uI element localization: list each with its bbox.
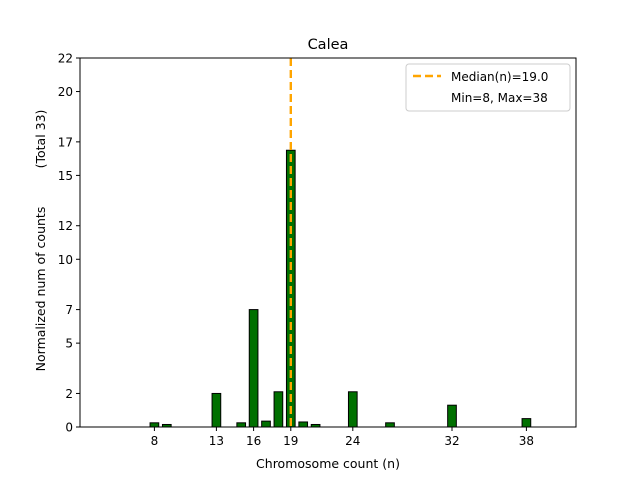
y-tick-label: 15 — [58, 169, 73, 183]
legend-box — [405, 63, 571, 112]
y-tick-label: 20 — [58, 85, 73, 99]
plot-frame — [79, 57, 577, 428]
legend-entry-min-max: Min=8, Max=38 — [451, 91, 548, 105]
bar — [261, 420, 271, 428]
x-tick-label: 16 — [246, 434, 261, 448]
chart-title: Calea — [308, 37, 349, 53]
y-axis-label: Normalized num of counts — [33, 207, 48, 372]
y-tick-label: 2 — [65, 387, 73, 401]
y-tick-label: 12 — [58, 219, 73, 233]
x-tick-label: 32 — [444, 434, 459, 448]
legend-entry-median: Median(n)=19.0 — [451, 70, 548, 84]
x-tick-label: 38 — [519, 434, 534, 448]
bar — [236, 422, 247, 428]
legend: Median(n)=19.0 Min=8, Max=38 — [405, 63, 571, 112]
bar — [347, 391, 358, 428]
x-axis-label: Chromosome count (n) — [256, 456, 400, 471]
y-tick-label: 7 — [65, 303, 73, 317]
y-tick-label: 0 — [65, 421, 73, 435]
y-axis-total-label: (Total 33) — [33, 110, 48, 169]
y-ticks: 0 2 5 7 10 12 15 17 20 22 — [58, 52, 80, 435]
bar — [273, 391, 284, 428]
x-tick-label: 13 — [209, 434, 224, 448]
bar — [248, 309, 259, 428]
bar — [149, 422, 160, 428]
bar — [211, 392, 222, 428]
y-tick-label: 17 — [58, 135, 73, 149]
bar — [385, 422, 395, 428]
bar — [447, 404, 457, 428]
x-ticks: 8 13 16 19 24 32 38 — [151, 427, 534, 448]
bar — [521, 418, 532, 428]
bar — [298, 421, 309, 428]
x-tick-label: 8 — [151, 434, 159, 448]
y-tick-label: 5 — [65, 337, 73, 351]
x-tick-label: 24 — [345, 434, 360, 448]
y-tick-label: 22 — [58, 52, 73, 66]
y-tick-label: 10 — [58, 253, 73, 267]
x-tick-label: 19 — [283, 434, 298, 448]
